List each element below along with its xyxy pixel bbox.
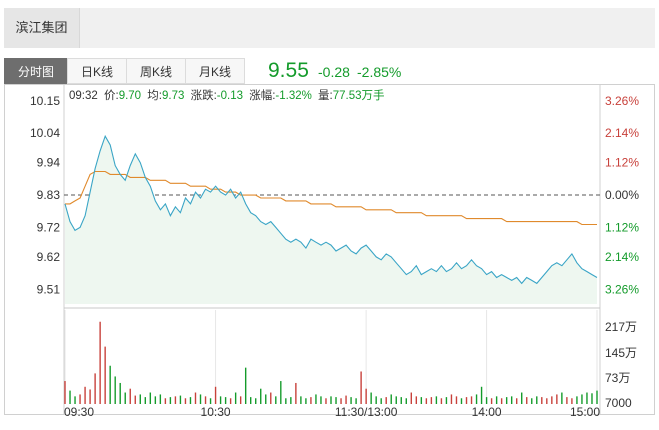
pct-tick-label: 1.12% <box>605 156 639 170</box>
avg-price-line <box>65 170 597 226</box>
info-change-value: -0.13 <box>217 90 243 102</box>
info-change-label: 涨跌: <box>191 88 217 102</box>
volume-tick-label: 217万 <box>605 320 637 334</box>
info-price-value: 9.70 <box>119 90 141 102</box>
pct-tick-label: 2.14% <box>605 126 639 140</box>
time-tick-label: 14:00 <box>472 405 502 419</box>
time-tick-label: 09:30 <box>64 405 94 419</box>
tab-weekly-k[interactable]: 周K线 <box>126 58 186 84</box>
time-tick-label: 15:00 <box>570 405 600 419</box>
info-vol-value: 77.53万手 <box>333 88 385 102</box>
stock-name-tab[interactable]: 滨江集团 <box>4 8 80 48</box>
volume-tick-label: 145万 <box>605 346 637 360</box>
current-price: 9.55 <box>268 59 309 82</box>
pct-tick-label: 3.26% <box>605 94 639 108</box>
price-tick-label: 10.04 <box>30 126 60 140</box>
time-tick-label: 10:30 <box>201 405 231 419</box>
tab-intraday[interactable]: 分时图 <box>4 58 68 84</box>
price-change: -0.28 <box>318 64 350 80</box>
price-tick-label: 9.94 <box>37 156 61 170</box>
info-price-label: 价: <box>104 89 119 102</box>
price-tick-label: 9.51 <box>37 282 61 296</box>
price-area-layer <box>65 136 597 304</box>
info-avg-label: 均: <box>147 89 162 102</box>
price-tick-label: 9.62 <box>37 250 61 264</box>
line-layer <box>64 134 598 285</box>
info-pct-label: 涨幅: <box>249 89 275 102</box>
info-bar: 09:32 价:9.70 均:9.73 涨跌:-0.13 涨幅:-1.32% 量… <box>69 88 385 102</box>
volume-tick-label: 73万 <box>605 371 630 385</box>
pct-tick-label: 2.14% <box>605 250 639 264</box>
volume-bars <box>64 321 598 404</box>
pct-tick-label: 0.00% <box>605 188 639 202</box>
stock-header-bar <box>4 8 655 48</box>
pct-tick-label: 3.26% <box>605 282 639 296</box>
price-tick-label: 9.72 <box>37 220 61 234</box>
price-tick-label: 10.15 <box>30 94 60 108</box>
volume-tick-label: 7000 <box>605 396 632 410</box>
pct-tick-label: 1.12% <box>605 220 639 234</box>
tab-monthly-k[interactable]: 月K线 <box>185 58 245 84</box>
info-time: 09:32 <box>69 90 98 102</box>
price-line <box>64 134 598 285</box>
info-pct-value: -1.32% <box>275 90 311 102</box>
price-change-percent: -2.85% <box>357 64 402 80</box>
info-vol-label: 量: <box>318 89 333 102</box>
info-avg-value: 9.73 <box>162 90 184 102</box>
axis-labels: 10.15 3.26% 10.04 2.14% 9.94 1.12% 9.83 0.00% 9.… <box>30 94 639 419</box>
price-tick-label: 9.83 <box>37 188 61 202</box>
time-tick-label: 11:30/13:00 <box>335 405 398 419</box>
price-area <box>65 136 597 304</box>
